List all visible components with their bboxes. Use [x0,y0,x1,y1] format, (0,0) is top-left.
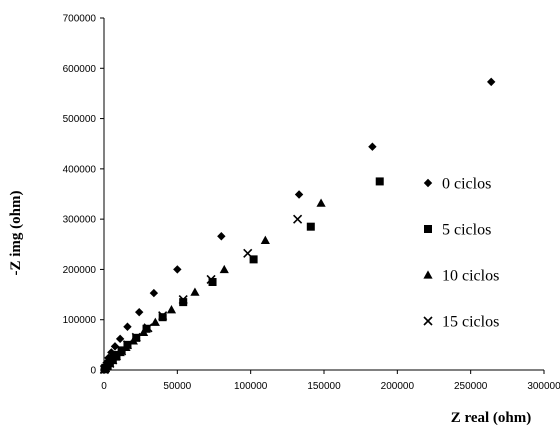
x-tick-label: 150000 [307,381,341,392]
data-point [306,222,315,231]
data-point [375,177,384,186]
legend-marker [423,270,433,279]
axes [100,17,545,374]
x-tick-label: 50000 [163,381,191,392]
legend-item: 5 ciclos [424,222,491,239]
data-point [206,274,216,285]
legend-item: 0 ciclos [423,176,491,193]
data-point [219,264,229,274]
y-tick-label: 0 [90,366,96,377]
legend-marker [424,225,432,233]
data-point [123,322,132,331]
data-point [131,332,141,342]
legend: 0 ciclos 5 ciclos 10 ciclos 15 ciclos [423,176,499,331]
y-tick-label: 500000 [63,114,97,125]
data-point [368,142,377,151]
data-point [260,235,270,244]
data-point [139,327,149,336]
data-point [243,248,253,258]
data-point [294,190,304,199]
data-point [166,305,177,314]
legend-label: 5 ciclos [442,222,491,239]
data-point [178,295,188,305]
data-point [150,317,160,326]
legend-marker [423,316,433,326]
data-point [158,311,168,321]
y-tick-label: 600000 [63,64,97,75]
x-tick-label: 250000 [454,381,488,392]
y-tick-label: 400000 [63,164,97,175]
data-point [135,307,144,317]
data-point [179,298,188,307]
y-axis-title: -Z img (ohm) [8,191,24,276]
y-tick-label: 200000 [63,265,97,276]
data-point [143,323,153,333]
data-point [110,342,120,351]
series-x [99,214,303,375]
legend-marker [423,178,433,188]
y-tick-label: 700000 [63,14,97,25]
tick-labels: 0 50000 100000 150000 200000 250000 300000 0 100… [63,14,560,393]
data-point [487,77,496,87]
x-tick-label: 100000 [234,381,268,392]
x-tick-label: 300000 [527,381,560,392]
data-point [249,255,258,264]
legend-label: 10 ciclos [442,268,499,285]
data-point [158,313,167,322]
plot-area [99,77,496,375]
x-tick-label: 200000 [381,381,415,392]
data-point [316,198,326,207]
series-diamond [100,77,496,373]
legend-item: 10 ciclos [423,268,499,285]
legend-label: 0 ciclos [442,176,491,193]
data-point [149,288,159,298]
y-tick-label: 300000 [63,215,97,226]
series-square [100,177,384,374]
legend-item: 15 ciclos [423,314,499,331]
data-point [217,232,226,241]
x-axis-title: Z real (ohm) [451,410,532,426]
data-point [115,334,125,344]
data-point [190,287,200,296]
data-point [173,265,182,274]
data-point [293,214,303,224]
y-tick-label: 100000 [63,315,97,326]
x-tick-label: 0 [101,381,107,392]
legend-label: 15 ciclos [442,314,499,331]
